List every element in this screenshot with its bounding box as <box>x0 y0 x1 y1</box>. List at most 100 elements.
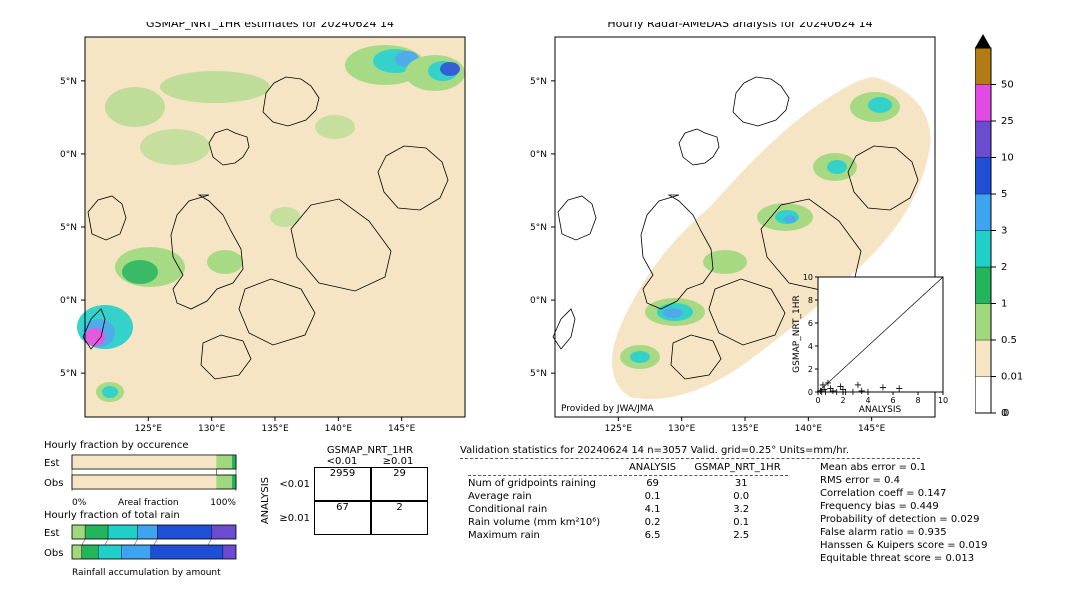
colorbar-swatch <box>975 267 991 304</box>
metric-value: 0.019 <box>959 540 988 551</box>
xtick-label: 130°E <box>198 424 226 434</box>
val-b: 0.1 <box>686 516 796 529</box>
xtick-label: 130°E <box>668 424 696 434</box>
metric-label: Frequency bias = <box>820 501 907 512</box>
metric-label: Probability of detection = <box>820 514 948 525</box>
ytick-label: 25°N <box>530 369 547 379</box>
colorbar-tick-label: 5 <box>1001 189 1007 200</box>
ct-cell-00: 2959 <box>314 467 371 501</box>
occ-axis-1: Areal fraction <box>118 498 179 508</box>
svg-text:8: 8 <box>915 396 920 405</box>
scatter-ylabel: GSMAP_NRT_1HR <box>792 295 802 373</box>
colorbar-swatch <box>975 158 991 195</box>
svg-text:10: 10 <box>938 396 948 405</box>
metric-row: Equitable threat score = 0.013 <box>820 552 987 565</box>
dash-1 <box>460 458 920 459</box>
val-row-label: Rain volume (mm km²10⁶) <box>460 516 619 529</box>
colorbar-tick-label: 10 <box>1001 153 1014 164</box>
occurrence-bars: Est Obs <box>44 451 244 495</box>
svg-text:10: 10 <box>803 273 813 282</box>
ct-row-title: ANALYSIS <box>260 477 271 524</box>
occ-row-label: Obs <box>44 478 63 489</box>
validation-panel: Validation statistics for 20240624 14 n=… <box>460 445 1065 565</box>
val-col-0: ANALYSIS <box>619 461 687 474</box>
metric-row: Mean abs error = 0.1 <box>820 461 987 474</box>
validation-header: Validation statistics for 20240624 14 n=… <box>460 445 1065 456</box>
occurrence-panel: Hourly fraction by occurence Est Obs 0% A… <box>44 440 244 508</box>
svg-text:6: 6 <box>890 396 895 405</box>
colorbar-swatch <box>975 194 991 231</box>
ytick-label: 45°N <box>530 77 547 87</box>
xtick-label: 145°E <box>858 424 886 434</box>
ct-col-1: ≥0.01 <box>370 456 426 467</box>
colorbar-swatch <box>975 377 991 414</box>
metric-value: 0.1 <box>910 462 926 473</box>
total-rain-panel: Hourly fraction of total rain EstObs Rai… <box>44 510 244 578</box>
total-rain-caption: Rainfall accumulation by amount <box>72 568 244 578</box>
svg-text:8: 8 <box>808 296 813 305</box>
total-rain-title: Hourly fraction of total rain <box>44 510 244 521</box>
val-row-label: Num of gridpoints raining <box>460 477 619 490</box>
right-map-title: Hourly Radar-AMeDAS analysis for 2024062… <box>607 22 872 30</box>
colorbar-tick-label: 0.5 <box>1001 335 1017 346</box>
ytick-label: 45°N <box>60 77 77 87</box>
occ-row-label: Est <box>44 458 60 469</box>
val-row-label: Conditional rain <box>460 503 619 516</box>
rain-row-label: Est <box>44 528 60 539</box>
ct-col-title: GSMAP_NRT_1HR <box>314 445 426 456</box>
right-map-attribution: Provided by JWA/JMA <box>561 404 654 414</box>
ct-cell-01: 29 <box>371 467 428 501</box>
metric-label: Hanssen & Kuipers score = <box>820 540 956 551</box>
ytick-label: 30°N <box>60 296 77 306</box>
colorbar-swatch <box>975 304 991 341</box>
colorbar-swatch <box>975 231 991 268</box>
ct-col-0: <0.01 <box>314 456 370 467</box>
val-row-label: Average rain <box>460 490 619 503</box>
xtick-label: 125°E <box>605 424 633 434</box>
metric-value: 0.449 <box>910 501 939 512</box>
xtick-label: 135°E <box>731 424 759 434</box>
svg-text:+: + <box>879 382 887 393</box>
colorbar-swatch <box>975 48 991 85</box>
ct-cell-11: 2 <box>371 501 428 535</box>
colorbar-swatch <box>975 121 991 158</box>
validation-metrics: Mean abs error = 0.1RMS error = 0.4Corre… <box>820 461 987 565</box>
metric-value: 0.4 <box>884 475 900 486</box>
svg-text:+: + <box>864 387 872 398</box>
occ-axis-0: 0% <box>72 498 86 508</box>
svg-text:4: 4 <box>808 342 813 351</box>
colorbar-tick-label: 2 <box>1001 262 1007 273</box>
ct-row-0: <0.01 <box>274 479 314 490</box>
scatter-plot: 00224466881010 ++++++++++++++++++ ANALYS… <box>788 272 953 424</box>
xtick-label: 145°E <box>388 424 416 434</box>
validation-table: ANALYSIS GSMAP_NRT_1HR Num of gridpoints… <box>460 461 796 542</box>
scatter-xlabel: ANALYSIS <box>859 405 902 415</box>
ytick-label: 30°N <box>530 296 547 306</box>
val-a: 4.1 <box>619 503 687 516</box>
metric-value: 0.029 <box>951 514 980 525</box>
ct-row-1: ≥0.01 <box>274 513 314 524</box>
val-a: 0.2 <box>619 516 687 529</box>
metric-row: RMS error = 0.4 <box>820 474 987 487</box>
left-map-title: GSMAP_NRT_1HR estimates for 20240624 14 <box>146 22 394 30</box>
val-col-1: GSMAP_NRT_1HR <box>686 461 796 474</box>
xtick-label: 135°E <box>261 424 289 434</box>
xtick-label: 140°E <box>795 424 823 434</box>
metric-label: Correlation coeff = <box>820 488 915 499</box>
colorbar-tick-label: 0 <box>1001 408 1007 419</box>
metric-value: 0.147 <box>918 488 947 499</box>
gsmap-map: GSMAP_NRT_1HR estimates for 20240624 14 … <box>60 22 480 442</box>
metric-row: Frequency bias = 0.449 <box>820 500 987 513</box>
ytick-label: 35°N <box>60 223 77 233</box>
colorbar: 000.010.51235102550 <box>975 30 1065 430</box>
ytick-label: 40°N <box>530 150 547 160</box>
val-b: 2.5 <box>686 529 796 542</box>
occ-axis-2: 100% <box>210 498 236 508</box>
ytick-label: 35°N <box>530 223 547 233</box>
val-a: 69 <box>619 477 687 490</box>
occurrence-title: Hourly fraction by occurence <box>44 440 244 451</box>
metric-value: 0.013 <box>945 553 974 564</box>
colorbar-tick-label: 50 <box>1001 80 1014 91</box>
colorbar-tick-label: 3 <box>1001 226 1007 237</box>
colorbar-tick-label: 25 <box>1001 116 1014 127</box>
